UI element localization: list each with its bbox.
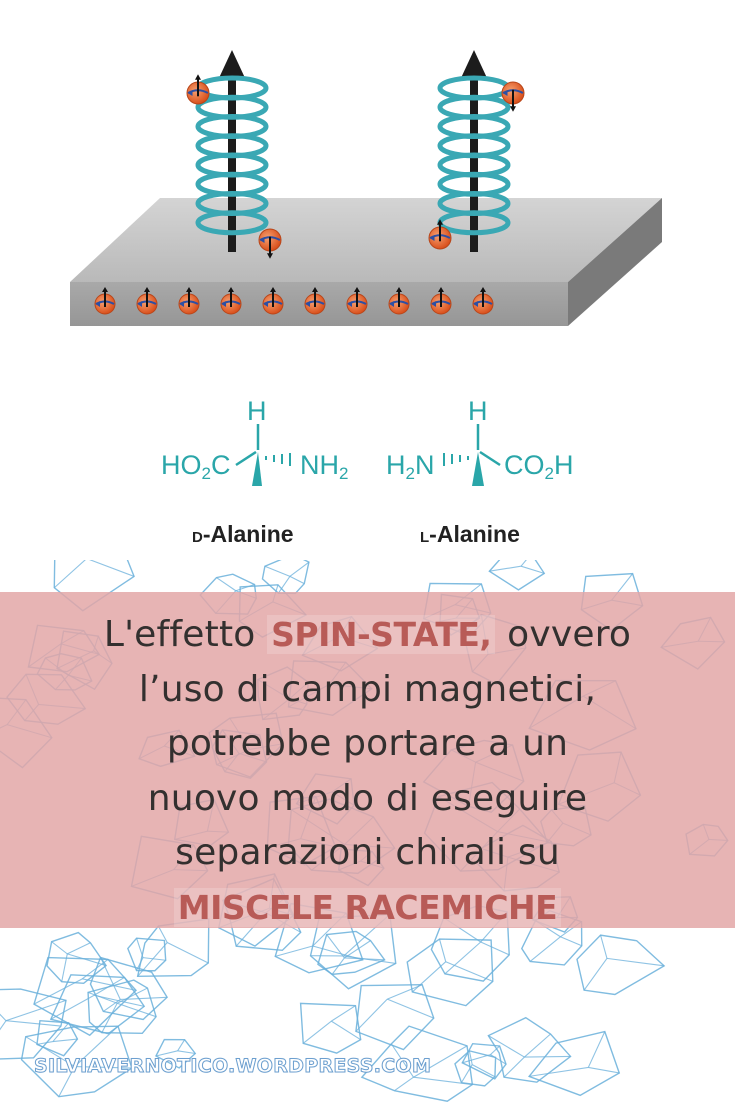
substrate-electron-icon (346, 287, 368, 315)
d-alanine-carboxyl: HO2C (161, 450, 231, 483)
caption-line-5: separazioni chirali su (175, 832, 560, 873)
d-alanine-amine: NH2 (300, 450, 349, 483)
spin-electron-icon (258, 228, 282, 259)
spin-electron-icon (186, 74, 210, 105)
caption-highlight-miscele-racemiche: MISCELE RACEMICHE (173, 887, 562, 927)
caption: L'effetto SPIN-STATE, ovvero l’uso di ca… (0, 608, 735, 935)
substrate-electron-icon (136, 287, 158, 315)
substrate-electron-row (94, 287, 494, 315)
helix-right (428, 50, 525, 252)
d-alanine-bonds (235, 424, 291, 486)
substrate-electron-icon (220, 287, 242, 315)
caption-line-4: nuovo modo di eseguire (147, 777, 588, 819)
caption-line-1: L'effetto SPIN-STATE, ovvero (103, 614, 632, 655)
l-alanine-carboxyl: CO2H (504, 450, 574, 483)
helix-arrowhead (219, 50, 245, 78)
l-alanine-bonds (443, 424, 501, 486)
d-alanine-h: H (247, 396, 267, 426)
d-alanine-label: D-Alanine (192, 521, 294, 547)
substrate-electron-icon (388, 287, 410, 315)
spin-electron-icon (428, 219, 452, 250)
l-alanine-h: H (468, 396, 488, 426)
substrate-electron-icon (472, 287, 494, 315)
caption-band (0, 592, 735, 928)
caption-line-3: potrebbe portare a un (166, 723, 569, 764)
helix-arrowhead (461, 50, 487, 78)
substrate-electron-icon (430, 287, 452, 315)
spin-electron-icon (501, 81, 525, 112)
substrate-electron-icon (94, 287, 116, 315)
l-alanine-amine: H2N (386, 450, 435, 483)
site-watermark[interactable]: SILVIAVERNOTICO.WORDPRESS.COM (33, 1055, 432, 1078)
caption-line-6: MISCELE RACEMICHE (0, 881, 735, 936)
caption-line-2: l’uso di campi magnetici, (138, 668, 597, 710)
spin-illustration (70, 50, 662, 326)
helix-left (186, 50, 282, 259)
substrate-electron-icon (178, 287, 200, 315)
l-alanine-label: L-Alanine (420, 521, 520, 547)
helix-coil (195, 210, 269, 236)
spin-diagram: H HO2C NH2 D-Alanine H H2N CO2H (70, 50, 662, 547)
substrate-electron-icon (304, 287, 326, 315)
caption-highlight-spin-state: SPIN-STATE, (267, 615, 496, 654)
substrate-electron-icon (262, 287, 284, 315)
